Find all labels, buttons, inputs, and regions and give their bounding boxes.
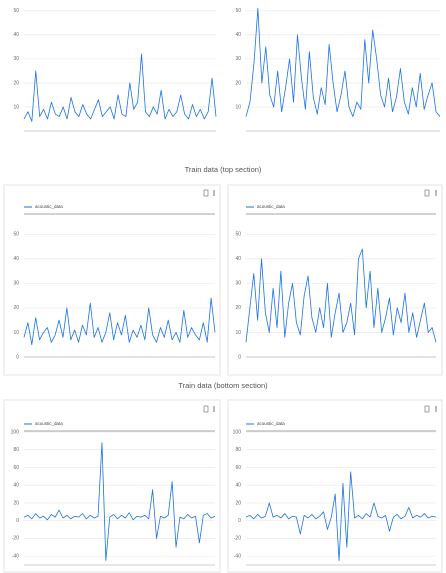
- y-tick-label: 40: [235, 256, 241, 262]
- y-tick-label: 20: [13, 500, 19, 506]
- y-tick-label: 80: [13, 447, 19, 453]
- y-tick-label: 10: [13, 330, 19, 336]
- y-tick-label: 10: [235, 330, 241, 336]
- y-tick-label: 80: [235, 447, 241, 453]
- y-tick-label: 100: [11, 429, 20, 435]
- data-line: [245, 8, 441, 117]
- y-tick-label: 50: [13, 8, 19, 14]
- y-tick-label: 40: [13, 256, 19, 262]
- y-tick-label: 20: [235, 500, 241, 506]
- y-tick-label: 30: [235, 281, 241, 287]
- data-line: [245, 471, 437, 561]
- y-tick-label: 40: [13, 483, 19, 489]
- y-tick-label: 0: [16, 354, 19, 360]
- data-line: [23, 53, 217, 122]
- y-tick-label: 20: [13, 80, 19, 86]
- y-tick-label: 30: [235, 56, 241, 62]
- y-tick-label: 40: [13, 32, 19, 38]
- y-tick-label: 60: [13, 465, 19, 471]
- y-tick-label: 60: [235, 465, 241, 471]
- y-tick-label: 30: [13, 56, 19, 62]
- y-tick-label: 20: [13, 305, 19, 311]
- y-tick-label: 0: [16, 518, 19, 524]
- data-line: [23, 297, 216, 346]
- y-tick-label: -20: [12, 536, 19, 542]
- y-tick-label: 10: [235, 104, 241, 110]
- y-tick-label: 50: [235, 232, 241, 238]
- y-tick-label: 100: [233, 429, 242, 435]
- y-tick-label: 50: [13, 232, 19, 238]
- y-tick-label: 20: [235, 80, 241, 86]
- panel-menus[interactable]: [203, 189, 437, 413]
- legend-label: acoustic_data: [35, 421, 63, 426]
- y-tick-label: 10: [13, 104, 19, 110]
- legend-label: acoustic_data: [35, 204, 63, 209]
- legend-label: acoustic_data: [257, 204, 285, 209]
- y-tick-label: 20: [235, 305, 241, 311]
- y-tick-label: -40: [234, 553, 241, 559]
- y-tick-label: -20: [234, 536, 241, 542]
- y-tick-label: 50: [235, 8, 241, 14]
- data-line: [245, 248, 437, 343]
- caption: Train data (top section): [185, 165, 262, 174]
- panel: [227, 184, 443, 376]
- y-tick-label: -40: [12, 553, 19, 559]
- panel: [227, 399, 443, 573]
- data-line: [23, 442, 216, 561]
- panel: [3, 399, 221, 573]
- y-tick-label: 30: [13, 281, 19, 287]
- y-tick-label: 40: [235, 483, 241, 489]
- y-tick-label: 0: [238, 354, 241, 360]
- panel: [3, 184, 221, 376]
- y-tick-label: 0: [238, 518, 241, 524]
- legend-label: acoustic_data: [257, 421, 285, 426]
- caption: Train data (bottom section): [178, 381, 268, 390]
- y-tick-label: 40: [235, 32, 241, 38]
